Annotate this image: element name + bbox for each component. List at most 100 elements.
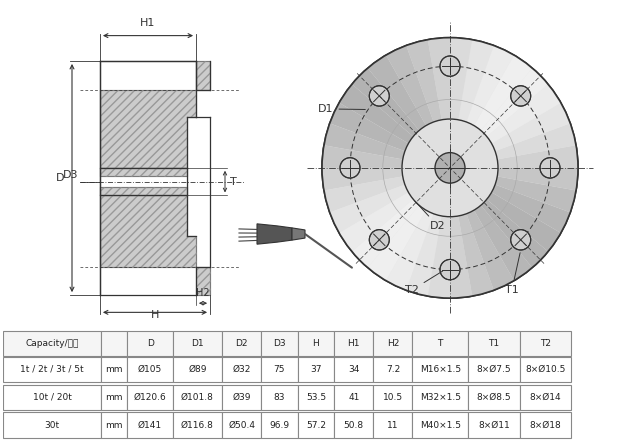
Wedge shape (450, 55, 533, 168)
Circle shape (511, 86, 531, 106)
Wedge shape (450, 168, 561, 252)
Text: T1: T1 (488, 339, 499, 347)
Wedge shape (324, 124, 450, 168)
Text: H1: H1 (348, 339, 360, 347)
Bar (413, 384, 468, 409)
Wedge shape (450, 37, 472, 168)
Wedge shape (450, 45, 514, 168)
Bar (261, 357, 297, 382)
Bar (3, 357, 101, 382)
Bar (413, 357, 468, 382)
Wedge shape (450, 168, 514, 290)
Wedge shape (352, 68, 450, 168)
Bar (261, 413, 297, 438)
Wedge shape (450, 168, 576, 212)
Wedge shape (450, 124, 576, 168)
Bar (3, 384, 101, 409)
Wedge shape (406, 40, 450, 168)
Text: Ø141: Ø141 (138, 421, 162, 429)
Bar (520, 413, 571, 438)
Text: 53.5: 53.5 (306, 392, 326, 402)
Text: 57.2: 57.2 (306, 421, 326, 429)
Bar (373, 357, 413, 382)
Text: 11: 11 (387, 421, 399, 429)
Bar (413, 330, 468, 355)
Wedge shape (450, 168, 548, 268)
Text: 1t / 2t / 3t / 5t: 1t / 2t / 3t / 5t (20, 365, 84, 374)
Text: D3: D3 (62, 169, 78, 180)
Bar (261, 384, 297, 409)
Text: Ø101.8: Ø101.8 (181, 392, 214, 402)
Polygon shape (100, 195, 196, 267)
Wedge shape (322, 145, 450, 168)
Text: H: H (151, 310, 159, 321)
Bar (297, 330, 334, 355)
Text: D2: D2 (415, 201, 446, 231)
Text: T: T (438, 339, 443, 347)
Text: 8×Ø7.5: 8×Ø7.5 (476, 365, 511, 374)
Bar (297, 413, 334, 438)
Polygon shape (100, 168, 187, 195)
Bar (520, 384, 571, 409)
Bar (222, 413, 261, 438)
Text: T1: T1 (505, 253, 520, 295)
Text: 30t: 30t (45, 421, 60, 429)
Text: D1: D1 (191, 339, 204, 347)
Text: H1: H1 (140, 18, 155, 29)
Text: D: D (147, 339, 154, 347)
Text: M32×1.5: M32×1.5 (420, 392, 461, 402)
Wedge shape (450, 168, 494, 296)
Bar (468, 384, 520, 409)
Wedge shape (339, 84, 450, 168)
Text: D1: D1 (318, 104, 365, 114)
Wedge shape (450, 145, 578, 168)
Circle shape (440, 260, 460, 280)
Wedge shape (324, 168, 450, 212)
Bar (334, 357, 373, 382)
Wedge shape (386, 45, 450, 168)
Bar (173, 413, 222, 438)
Polygon shape (196, 267, 210, 295)
Text: Capacity/量程: Capacity/量程 (25, 339, 79, 347)
Bar (222, 357, 261, 382)
Text: mm: mm (106, 365, 123, 374)
Circle shape (440, 56, 460, 76)
Text: Ø89: Ø89 (188, 365, 206, 374)
Text: 8×Ø14: 8×Ø14 (530, 392, 561, 402)
Text: 10t / 20t: 10t / 20t (32, 392, 71, 402)
Text: 37: 37 (310, 365, 322, 374)
Wedge shape (368, 55, 450, 168)
Text: 8×Ø8.5: 8×Ø8.5 (476, 392, 511, 402)
Bar (334, 330, 373, 355)
Wedge shape (428, 168, 450, 298)
Text: 34: 34 (348, 365, 359, 374)
Wedge shape (322, 168, 450, 190)
Bar (468, 330, 520, 355)
Polygon shape (292, 228, 305, 240)
Text: H2: H2 (387, 339, 399, 347)
Bar (127, 384, 173, 409)
Wedge shape (450, 103, 570, 168)
Text: 83: 83 (274, 392, 285, 402)
Wedge shape (450, 168, 472, 298)
Bar (127, 357, 173, 382)
Text: D3: D3 (273, 339, 286, 347)
Text: M16×1.5: M16×1.5 (420, 365, 461, 374)
Bar (373, 330, 413, 355)
Circle shape (369, 86, 389, 106)
Bar (468, 413, 520, 438)
Bar (3, 330, 101, 355)
Polygon shape (196, 61, 210, 90)
Polygon shape (100, 168, 187, 176)
Bar (297, 357, 334, 382)
Bar (101, 357, 127, 382)
Bar (173, 384, 222, 409)
Text: Ø116.8: Ø116.8 (181, 421, 214, 429)
Text: Ø50.4: Ø50.4 (228, 421, 255, 429)
Polygon shape (257, 224, 292, 244)
Circle shape (402, 119, 498, 217)
Bar (334, 413, 373, 438)
Circle shape (340, 158, 360, 178)
Text: 96.9: 96.9 (269, 421, 289, 429)
Bar (222, 384, 261, 409)
